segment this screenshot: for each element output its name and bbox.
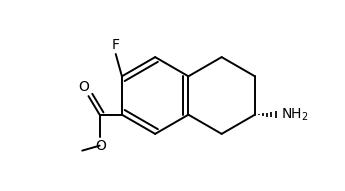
Text: F: F [112, 38, 120, 52]
Text: NH$_2$: NH$_2$ [281, 107, 308, 123]
Text: O: O [79, 80, 89, 94]
Text: O: O [95, 139, 106, 153]
